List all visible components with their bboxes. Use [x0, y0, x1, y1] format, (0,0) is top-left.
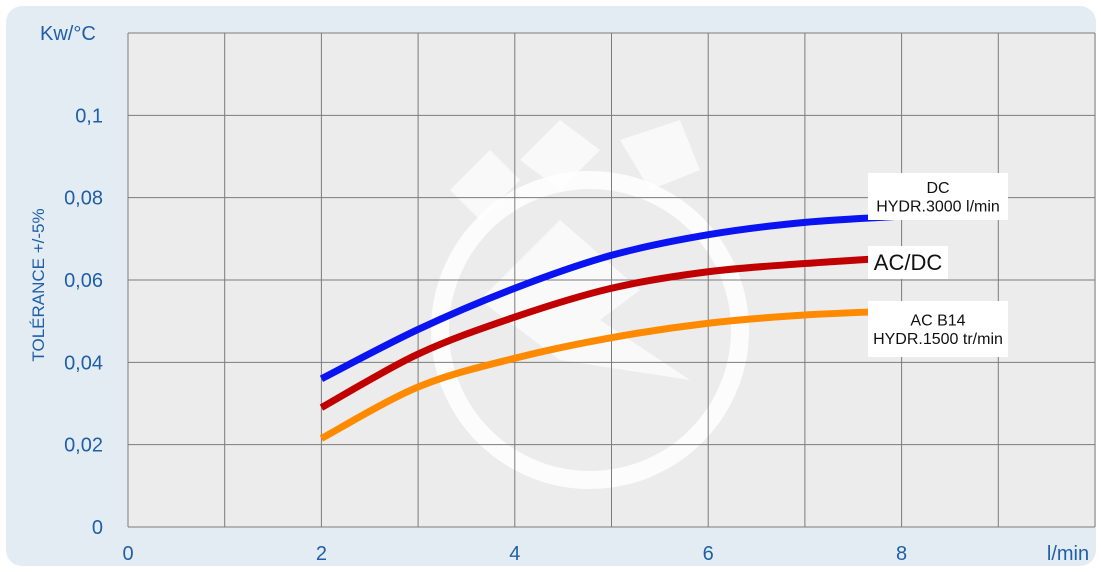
x-tick-label: 4: [509, 543, 520, 565]
series-line-2: [319, 253, 902, 411]
series-label-text: AC B14: [910, 312, 965, 329]
series-label-text: HYDR.1500 tr/min: [873, 331, 1003, 348]
y-tick-label: 0,02: [64, 435, 103, 457]
y-tick-label: 0,1: [75, 105, 103, 127]
y-tick-label: 0: [92, 517, 103, 539]
series-label-text: AC/DC: [874, 250, 943, 275]
x-tick-label: 0: [122, 543, 133, 565]
series-line-3: [319, 307, 902, 442]
x-tick-label: 8: [896, 543, 907, 565]
y-tick-label: 0,04: [64, 352, 103, 374]
series-label-text: DC: [926, 180, 949, 197]
series-line-1: [319, 212, 902, 382]
y-tick-label: 0,08: [64, 188, 103, 210]
y-axis-label: TOLÉRANCE +/-5%: [29, 208, 48, 361]
series-label-box: [868, 173, 1008, 220]
y-tick-label: 0,06: [64, 270, 103, 292]
y-unit-label: Kw/°C: [40, 23, 96, 45]
series-label-box: [868, 246, 948, 279]
x-tick-label: 2: [316, 543, 327, 565]
watermark-logo: [431, 120, 749, 489]
series-label-box: [868, 301, 1008, 357]
x-tick-label: 6: [703, 543, 714, 565]
series-label-text: HYDR.3000 l/min: [876, 198, 1000, 215]
x-unit-label: l/min: [1047, 543, 1089, 565]
